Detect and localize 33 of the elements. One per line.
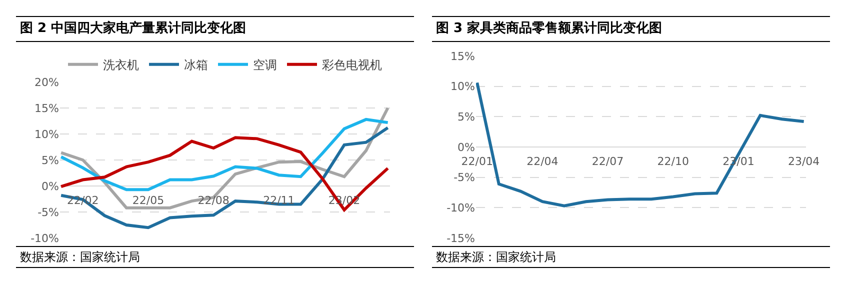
y-tick-label: 20% [34,76,59,89]
x-tick-label: 22/04 [526,155,558,168]
x-tick-label: 23/04 [788,155,820,168]
y-tick-label: 0% [42,180,59,193]
line-series [60,136,390,212]
chart-title: 图 2 中国四大家电产量累计同比变化图 [16,16,414,42]
legend-label: 空调 [253,58,277,72]
x-tick-label: 22/05 [132,194,164,207]
y-tick-label: -15% [446,232,475,245]
y-tick-label: 0% [458,140,475,154]
y-tick-label: 10% [450,80,475,94]
y-tick-label: 5% [42,154,59,167]
source-note: 数据来源：国家统计局 [16,246,414,268]
y-tick-label: -10% [446,202,475,215]
line-series [60,118,390,192]
y-tick-label: 15% [450,50,475,63]
y-tick-label: -5% [38,206,59,219]
line-series [60,106,390,210]
x-tick-label: 22/08 [198,194,230,207]
y-tick-label: 10% [34,128,59,141]
y-tick-label: -5% [454,171,475,184]
source-note: 数据来源：国家统计局 [432,246,830,268]
chart-title: 图 3 家具类商品零售额累计同比变化图 [432,16,830,42]
x-tick-label: 22/10 [657,155,689,168]
x-tick-label: 22/01 [461,155,493,168]
legend-label: 彩色电视机 [322,58,382,72]
legend-label: 冰箱 [184,58,208,72]
y-tick-label: 15% [34,102,59,115]
line-series [60,126,390,230]
legend-label: 洗衣机 [103,58,139,72]
x-tick-label: 22/07 [592,155,624,168]
y-tick-label: 5% [458,110,475,124]
y-tick-label: -10% [30,232,59,245]
